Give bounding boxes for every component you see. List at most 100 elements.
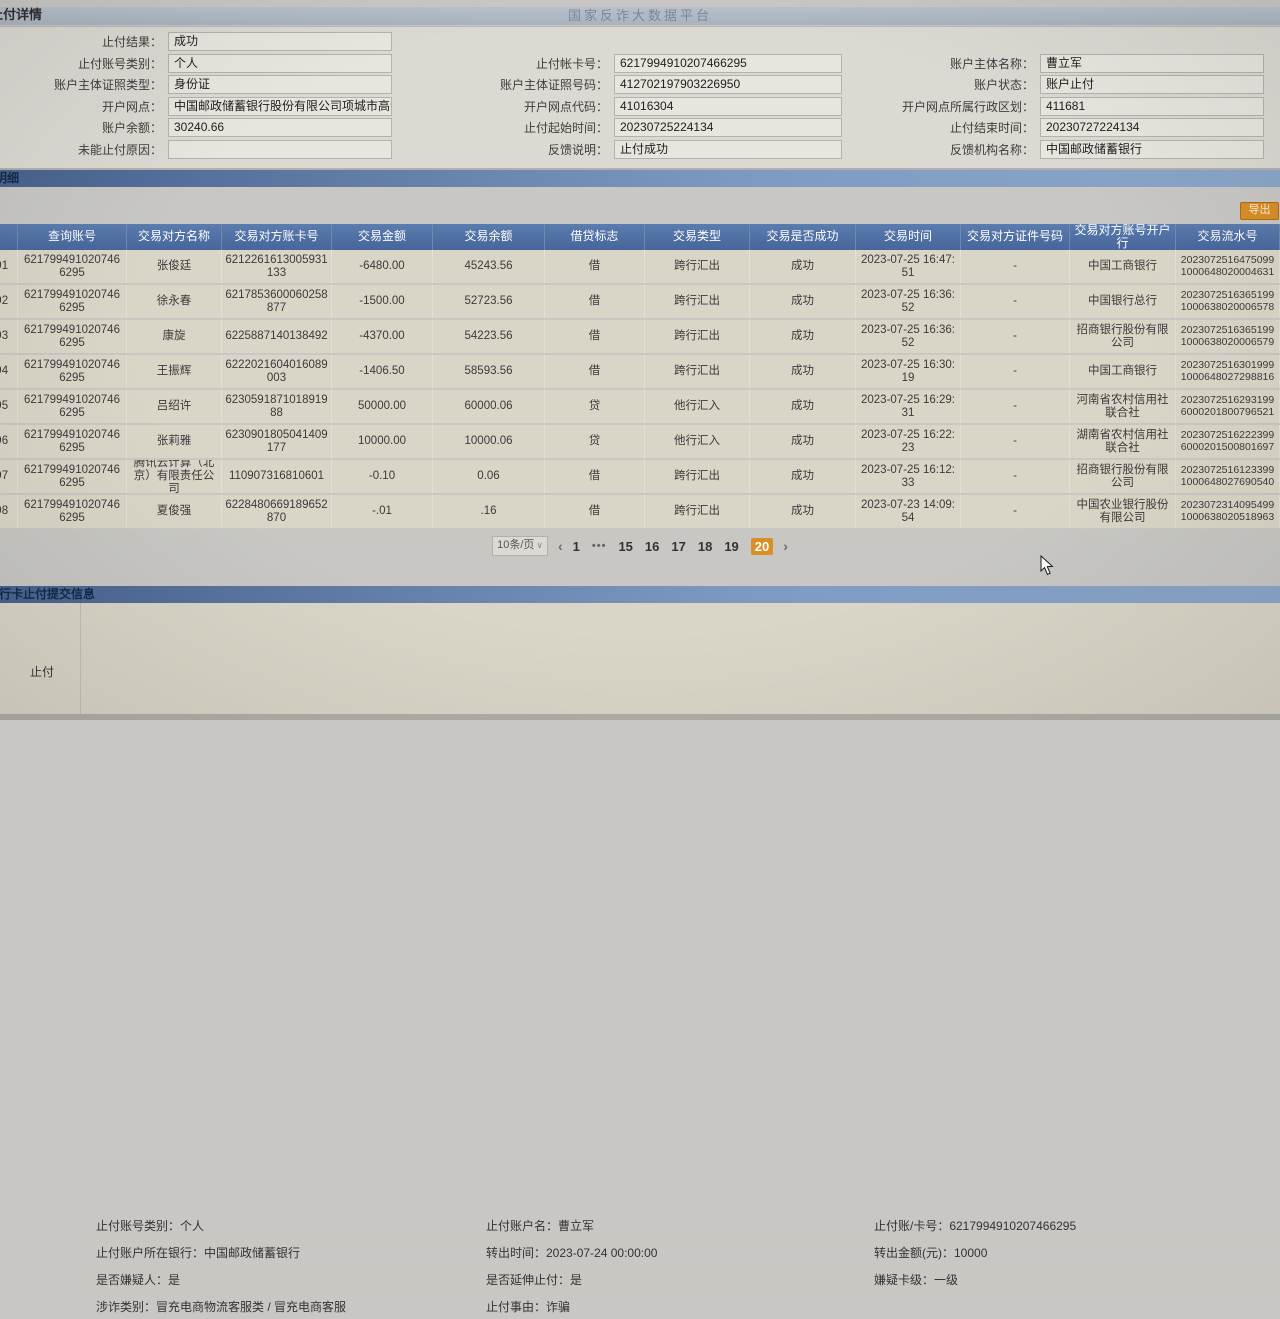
table-cell: 跨行汇出	[645, 460, 750, 493]
table-body: 1916217994910207466295张俊廷621226161300593…	[0, 250, 1280, 530]
table-cell: 6217994910207466295	[18, 390, 127, 423]
column-header: 交易金额	[332, 224, 433, 250]
column-header: 交易余额	[433, 224, 545, 250]
page-number-1[interactable]: 1	[572, 538, 580, 554]
pagination-ellipsis: •••	[591, 540, 607, 552]
table-cell: 2023-07-25 16:36:52	[856, 320, 961, 353]
table-cell: 成功	[750, 320, 856, 353]
submission-row: 涉诈类别：冒充电商物流客服类 / 冒充电商客服 止付事由：诈骗	[80, 1293, 1280, 1319]
table-cell: 张莉雅	[127, 425, 222, 458]
table-cell: 6217994910207466295	[18, 250, 127, 283]
field-label: 反馈说明：	[547, 142, 608, 157]
table-cell: 6230901805041409177	[222, 425, 332, 458]
field-value: 账户止付	[1040, 75, 1264, 95]
table-cell: 623059187101891988	[222, 390, 332, 423]
table-cell: 2023-07-25 16:30:19	[856, 355, 961, 388]
detail-field: 止付账号类别： 个人	[0, 53, 392, 75]
column-header: 交易对方账卡号	[222, 224, 332, 250]
page-number-15[interactable]: 15	[618, 538, 633, 554]
field-label: 账户状态：	[973, 78, 1034, 93]
table-row: 1916217994910207466295张俊廷621226161300593…	[0, 250, 1280, 285]
field-value: 30240.66	[168, 118, 392, 138]
field-value: 成功	[168, 32, 392, 52]
table-cell: 借	[545, 355, 645, 388]
table-cell: 6217994910207466295	[18, 495, 127, 528]
table-cell: 10000.06	[433, 425, 545, 458]
field-label: 止付结束时间：	[949, 121, 1034, 136]
table-cell: 20230725163651991000638020006579	[1176, 320, 1280, 353]
table-cell: 跨行汇出	[645, 495, 750, 528]
table-cell: -	[961, 460, 1070, 493]
detail-field: 账户主体名称： 曹立军	[862, 53, 1264, 75]
divider	[80, 603, 81, 714]
field-label: 账户主体名称：	[949, 56, 1034, 71]
table-cell: 吕绍许	[127, 390, 222, 423]
table-cell: 他行汇入	[645, 390, 750, 423]
prev-page-button[interactable]: ‹	[557, 538, 563, 554]
table-cell: 6217994910207466295	[18, 355, 127, 388]
column-header: 交易流水号	[1176, 224, 1280, 250]
detail-column-left: 止付结果： 成功 止付账号类别： 个人 账户主体证照类型： 身份证 开户网点： 中国邮政储蓄银…	[0, 31, 392, 160]
table-cell: 中国工商银行	[1070, 355, 1176, 388]
table-cell: 2023-07-23 14:09:54	[856, 495, 961, 528]
page-number-16[interactable]: 16	[644, 538, 660, 554]
table-row: 1986217994910207466295夏俊强622848066918965…	[0, 495, 1280, 530]
pagination: 10条/页 ∨ ‹ 1 ••• 15 16 17 18 19 20 ›	[0, 535, 1280, 557]
page-number-20[interactable]: 20	[750, 537, 774, 555]
field-value	[168, 139, 392, 159]
table-cell: 成功	[750, 495, 856, 528]
table-cell: 0.06	[433, 460, 545, 493]
field-value: 个人	[168, 53, 392, 73]
table-cell: 徐永春	[127, 285, 222, 318]
detail-field: 账户余额： 30240.66	[0, 117, 392, 139]
table-cell: 招商银行股份有限公司	[1070, 460, 1176, 493]
table-cell: 52723.56	[433, 285, 545, 318]
field-label: 止付结果：	[101, 35, 162, 50]
table-cell: -	[961, 355, 1070, 388]
page-size-select[interactable]: 10条/页 ∨	[492, 536, 548, 556]
page-number-19[interactable]: 19	[724, 538, 739, 554]
field-label: 止付账号类别：	[77, 56, 162, 71]
submission-field: 止付账/卡号：6217994910207466295	[874, 1218, 1077, 1233]
field-label: 账户余额：	[101, 121, 162, 136]
table-cell: 跨行汇出	[645, 320, 750, 353]
table-cell: 跨行汇出	[645, 355, 750, 388]
detail-field: 止付结果： 成功	[0, 31, 392, 53]
table-cell: 河南省农村信用社联合社	[1070, 390, 1176, 423]
submission-field: 转出时间：2023-07-24 00:00:00	[486, 1245, 658, 1260]
table-cell: 6228480669189652870	[222, 495, 332, 528]
page-number-17[interactable]: 17	[671, 538, 686, 554]
table-cell: 6217994910207466295	[18, 320, 127, 353]
table-cell: 54223.56	[433, 320, 545, 353]
table-cell: 2023-07-25 16:22:23	[856, 425, 961, 458]
field-value: 止付成功	[614, 139, 842, 159]
table-cell: 张俊廷	[127, 250, 222, 283]
field-label: 账户主体证照类型：	[53, 78, 162, 93]
table-cell: 腾讯云计算（北京）有限责任公司	[127, 460, 222, 493]
next-page-button[interactable]: ›	[783, 538, 788, 554]
table-cell: 193	[0, 320, 18, 353]
table-cell: 6217994910207466295	[18, 425, 127, 458]
table-cell: -	[961, 285, 1070, 318]
field-label: 止付起始时间：	[523, 121, 608, 136]
column-header: 借贷标志	[545, 224, 645, 250]
detail-field: 反馈说明： 止付成功	[436, 139, 842, 161]
table-cell: -.01	[332, 495, 433, 528]
detail-field: 未能止付原因：	[0, 139, 392, 161]
transaction-section-bar	[0, 170, 1280, 187]
submission-panel: 止付账号类别：个人 止付账户名：曹立军 止付账/卡号：621799491020746…	[0, 603, 1280, 1314]
table-cell: 成功	[750, 285, 856, 318]
table-cell: 6212261613005931133	[222, 250, 332, 283]
column-header: 交易时间	[856, 224, 961, 250]
field-label: 止付帐卡号：	[535, 56, 608, 71]
table-cell: 6217994910207466295	[18, 285, 127, 318]
export-button[interactable]: 导出	[1240, 202, 1279, 220]
page-title: 止付详情	[0, 7, 43, 22]
page-number-18[interactable]: 18	[697, 538, 713, 554]
table-cell: 他行汇入	[645, 425, 750, 458]
submission-row: 止付账户所在银行：中国邮政储蓄银行 转出时间：2023-07-24 00:00:0…	[80, 1239, 1280, 1266]
table-cell: -4370.00	[332, 320, 433, 353]
field-label: 反馈机构名称：	[949, 142, 1034, 157]
submission-section-bar	[0, 586, 1280, 603]
field-value: 412702197903226950	[614, 75, 842, 95]
